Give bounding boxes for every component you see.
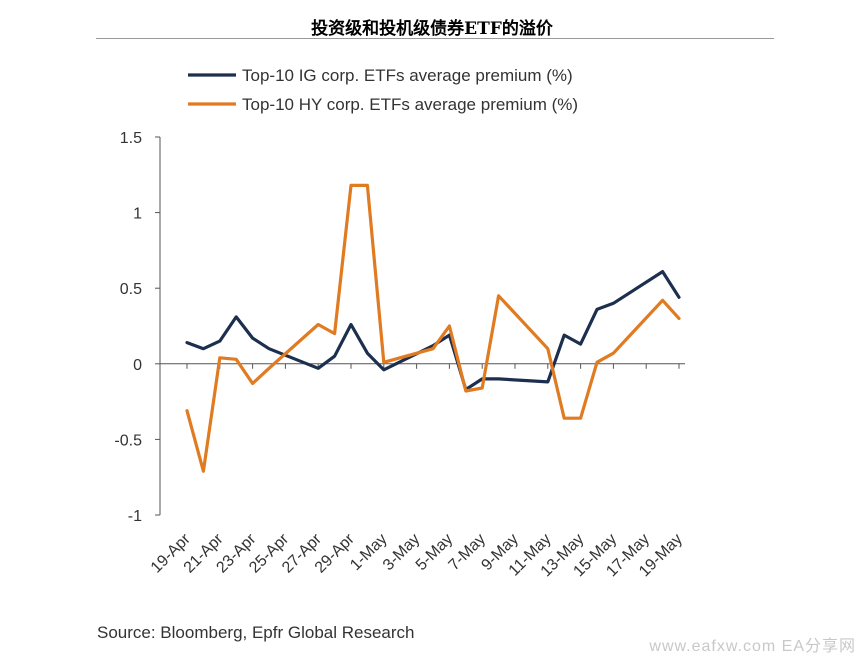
series-line-hy xyxy=(185,183,681,473)
y-tick-labels: 1.5 1 0.5 0 -0.5 -1 xyxy=(114,130,142,525)
title-divider xyxy=(96,38,774,39)
axes xyxy=(155,136,685,516)
watermark: www.eafxw.com EA分享网 xyxy=(649,638,856,655)
legend-label: Top-10 IG corp. ETFs average premium (%) xyxy=(242,66,573,85)
y-tick-label: 0 xyxy=(133,357,142,374)
series-line-ig xyxy=(185,270,681,392)
series-layer xyxy=(185,183,681,473)
source-note: Source: Bloomberg, Epfr Global Research xyxy=(97,623,415,642)
legend: Top-10 IG corp. ETFs average premium (%)… xyxy=(188,66,578,114)
legend-label: Top-10 HY corp. ETFs average premium (%) xyxy=(242,95,578,114)
y-tick-label: 0.5 xyxy=(120,281,142,298)
y-tick-label: -1 xyxy=(128,508,142,525)
x-tick-labels: 19-Apr21-Apr23-Apr25-Apr27-Apr29-Apr1-Ma… xyxy=(148,530,686,580)
page-title: 投资级和投机级债券ETF的溢价 xyxy=(311,19,553,39)
y-tick-label: 1 xyxy=(133,206,142,223)
y-tick-label: -0.5 xyxy=(114,432,142,449)
y-tick-label: 1.5 xyxy=(120,130,142,147)
